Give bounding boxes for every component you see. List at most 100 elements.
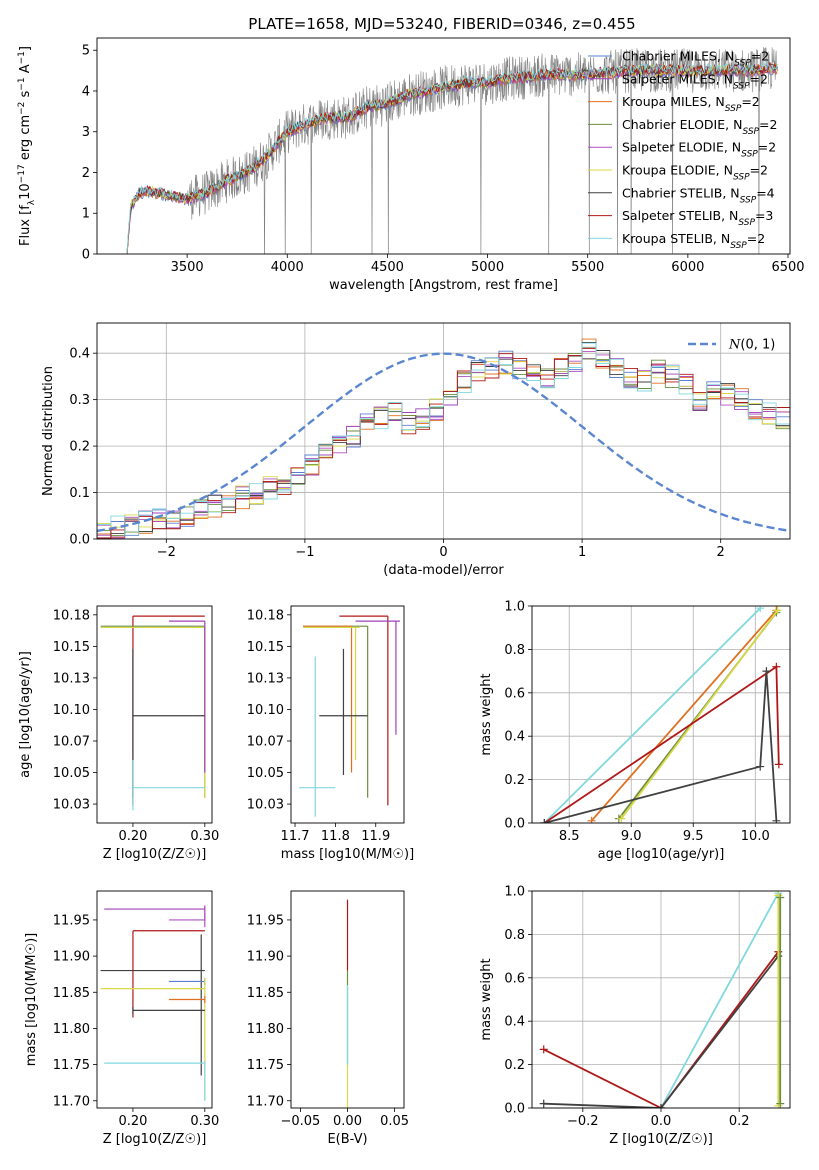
legend-entry-part: =2 — [751, 49, 769, 64]
y-tick-label: 10.10 — [247, 703, 284, 718]
x-tick-label: 0.0 — [651, 1114, 672, 1129]
y-axis-label-part: erg cm — [18, 115, 33, 164]
x-tick-label: 0.2 — [729, 1114, 750, 1129]
y-axis-label: Flux [fλ10−17 erg cm−2 s−1 A−1] — [17, 46, 37, 246]
y-axis-label: mass weight — [479, 673, 494, 755]
legend-entry-part: =2 — [759, 117, 777, 132]
legend-entry-part: Salpeter ELODIE, N — [622, 140, 741, 155]
weight-line-kroupa_miles — [590, 609, 778, 822]
weight-marker-chabrier_stelib — [762, 667, 771, 676]
legend-entry-part: SSP — [725, 104, 742, 114]
y-tick-label: 10.05 — [53, 766, 90, 781]
weight-line-salpeter_stelib — [543, 951, 780, 1108]
y-axis-label-part: −2 — [17, 102, 27, 115]
panel-spectrum: 3500 4000 4500 5000 5500 6000 6500 0 1 2 3 4 5 wavele… — [17, 37, 805, 293]
legend-entry-part: Kroupa MILES, N — [622, 94, 725, 109]
weight-marker-salpeter_stelib — [772, 662, 781, 671]
y-tick-label: 0.0 — [504, 817, 525, 832]
legend-entry-part: Chabrier STELIB, N — [622, 185, 740, 200]
weight-line-chabrier_stelib — [544, 671, 778, 823]
x-tick-label: 5000 — [471, 260, 504, 275]
plot-area — [97, 338, 790, 539]
y-tick-label: 0.2 — [504, 1058, 525, 1073]
x-tick-label: 0.05 — [380, 1114, 409, 1129]
errorbar-salpeter_stelib — [132, 930, 205, 1018]
legend-entry: Kroupa ELODIE, NSSP=2 — [622, 163, 768, 183]
errorbar-chabrier_stelib — [100, 934, 205, 1076]
panel-age_vs_mass: 11.7 11.8 11.9 10.03 10.05 10.07 10.10 10.13 10.… — [247, 605, 414, 862]
x-tick-label: 4500 — [371, 260, 404, 275]
weight-marker-chabrier_stelib — [539, 1099, 548, 1108]
errorbar-kroupa_stelib — [299, 656, 336, 817]
legend-entry: Chabrier ELODIE, NSSP=2 — [622, 117, 777, 137]
y-axis-label: mass weight — [479, 958, 494, 1040]
y-tick-label: 11.95 — [53, 913, 90, 928]
plot-area — [126, 47, 779, 254]
panel-mass_vs_ebv: −0.05 0.00 0.05 11.70 11.75 11.80 11.85 11.90 11… — [247, 890, 409, 1147]
x-tick-label: 0.20 — [118, 1114, 147, 1129]
y-axis-label-part: ] — [18, 46, 33, 51]
plot-area — [100, 905, 206, 1101]
legend-entry-part: Salpeter MILES, N — [622, 71, 733, 86]
x-tick-label: 11.8 — [321, 829, 350, 844]
legend-entry-part: =2 — [750, 163, 768, 178]
legend-entry-part: Salpeter STELIB, N — [622, 208, 738, 223]
axes-frame — [531, 605, 791, 824]
x-tick-label: 0 — [439, 545, 447, 560]
plot-area — [299, 615, 400, 817]
x-tick-label: 10.0 — [741, 829, 770, 844]
errorbar-chabrier_stelib — [132, 1006, 205, 1014]
y-tick-label: 3 — [82, 125, 90, 140]
y-tick-label: 4 — [82, 84, 90, 99]
y-axis-label-part: λ — [27, 199, 37, 205]
y-tick-label: 5 — [82, 44, 90, 59]
y-axis-label: Normed distribution — [41, 366, 56, 496]
panel-mass_weight_vs_Z: −0.2 0.0 0.2 0.0 0.2 0.4 0.6 0.8 1.0 Z [log10(Z/Z… — [479, 885, 791, 1147]
x-tick-label: 0.30 — [190, 829, 219, 844]
legend-entry: Chabrier MILES, NSSP=2 — [622, 49, 769, 69]
y-tick-label: 10.03 — [53, 798, 90, 813]
model-spectrum-kroupa_stelib — [126, 60, 778, 254]
y-axis-label-part: −17 — [17, 164, 27, 183]
y-tick-label: 10.10 — [53, 703, 90, 718]
y-tick-label: 10.15 — [53, 640, 90, 655]
errorbar-salpeter_miles — [355, 620, 400, 735]
y-tick-label: 11.75 — [247, 1058, 284, 1073]
legend-entry-part: Chabrier MILES, N — [622, 49, 734, 64]
y-axis-label-part: A — [18, 64, 33, 77]
x-tick-label: 6000 — [671, 260, 704, 275]
axes-frame — [290, 605, 405, 824]
weight-marker-chabrier_elodie — [776, 1099, 785, 1108]
observed-spectrum — [126, 47, 779, 254]
legend-entry-part: SSP — [742, 127, 759, 137]
y-tick-label: 10.13 — [247, 671, 284, 686]
x-tick-label: 1 — [578, 545, 586, 560]
y-tick-label: 10.18 — [247, 608, 284, 623]
legend-entry: Salpeter ELODIE, NSSP=2 — [622, 140, 776, 160]
y-axis-label-part: −1 — [17, 77, 27, 90]
errorbar-salpeter_elodie — [168, 912, 206, 928]
y-tick-label: 10.03 — [247, 798, 284, 813]
y-tick-label: 1 — [82, 207, 90, 222]
weight-marker-chabrier_elodie — [776, 893, 785, 902]
y-tick-label: 11.85 — [247, 986, 284, 1001]
legend-entry-part: =2 — [758, 140, 776, 155]
y-tick-label: 0.4 — [504, 730, 525, 745]
legend-entry-part: Kroupa STELIB, N — [622, 231, 730, 246]
panel-residuals: −2 −1 0 1 2 0.0 0.1 0.2 0.3 0.4 (data-model)/error… — [41, 322, 791, 578]
weight-marker-kroupa_elodie — [617, 814, 626, 823]
x-tick-label: 8.5 — [559, 829, 580, 844]
errorbar-kroupa_miles — [303, 625, 353, 773]
legend-entry-part: =2 — [750, 71, 768, 86]
x-axis-label: (data-model)/error — [383, 563, 504, 578]
legend-entry-part: =2 — [747, 231, 765, 246]
errorbar-kroupa_miles — [168, 995, 206, 1004]
axes-frame — [96, 605, 213, 824]
y-axis-label-part: 10 — [18, 183, 33, 200]
y-tick-label: 11.75 — [53, 1058, 90, 1073]
histogram-kroupa_stelib — [97, 342, 790, 536]
legend-entry-part: =3 — [755, 208, 773, 223]
y-tick-label: 2 — [82, 166, 90, 181]
legend-entry-part: SSP — [730, 241, 747, 251]
y-tick-label: 0.2 — [504, 773, 525, 788]
